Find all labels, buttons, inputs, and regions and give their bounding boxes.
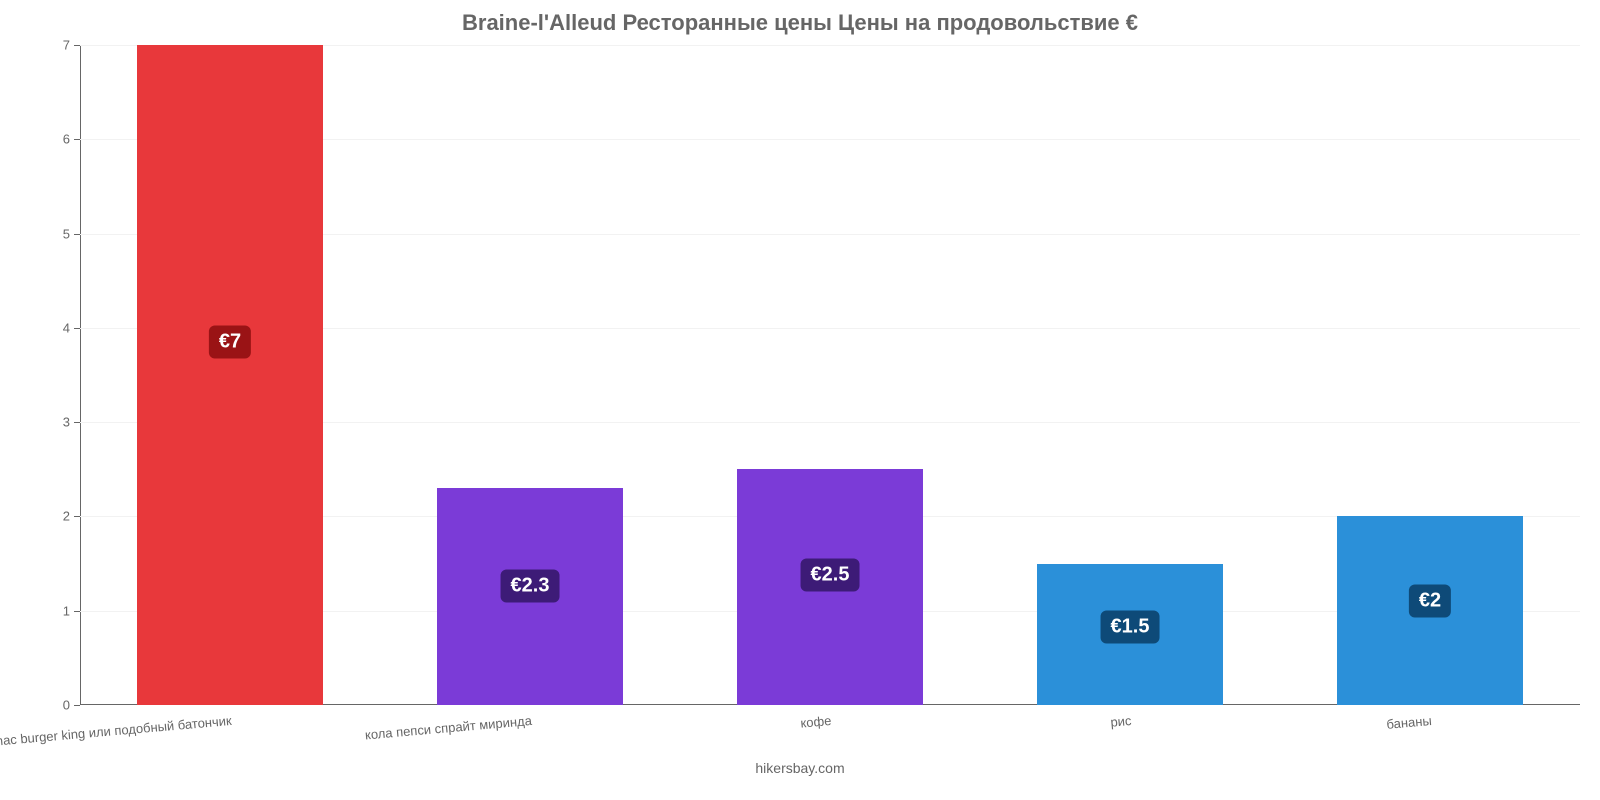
y-tick-mark	[74, 422, 80, 423]
bar	[137, 45, 323, 705]
y-axis	[80, 45, 81, 705]
y-tick-mark	[74, 234, 80, 235]
x-category-label: рис	[1109, 705, 1132, 730]
y-tick-mark	[74, 611, 80, 612]
credit-text: hikersbay.com	[0, 760, 1600, 776]
plot-area: 01234567€7mac burger king или подобный б…	[80, 45, 1580, 705]
y-tick-mark	[74, 139, 80, 140]
x-category-label: кола пепси спрайт миринда	[363, 705, 532, 743]
x-category-label: кофе	[799, 705, 832, 731]
chart-title: Braine-l'Alleud Ресторанные цены Цены на…	[0, 0, 1600, 36]
y-tick-mark	[74, 516, 80, 517]
x-category-label: бананы	[1385, 705, 1432, 732]
bar-value-label: €2.3	[501, 569, 560, 602]
bar-value-label: €7	[209, 326, 251, 359]
bar-value-label: €2.5	[801, 559, 860, 592]
x-category-label: mac burger king или подобный батончик	[0, 705, 232, 749]
y-tick-mark	[74, 328, 80, 329]
bar-value-label: €1.5	[1101, 611, 1160, 644]
y-tick-mark	[74, 45, 80, 46]
y-tick-mark	[74, 705, 80, 706]
chart-container: Braine-l'Alleud Ресторанные цены Цены на…	[0, 0, 1600, 800]
bar-value-label: €2	[1409, 585, 1451, 618]
